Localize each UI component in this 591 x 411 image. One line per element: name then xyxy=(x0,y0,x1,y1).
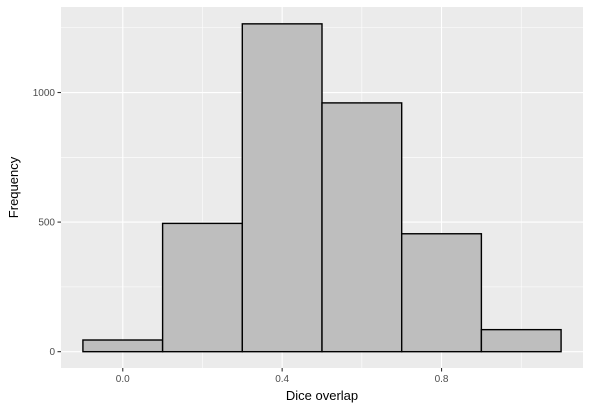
x-tick-label: 0.0 xyxy=(116,374,130,385)
x-tick-label: 0.8 xyxy=(435,374,449,385)
histogram-bar xyxy=(480,328,562,353)
y-axis-ticks: 0 500 1000 xyxy=(33,88,61,358)
histogram-bar xyxy=(241,23,323,353)
histogram-bar xyxy=(321,102,403,353)
bars xyxy=(82,23,562,353)
x-tick-label: 0.4 xyxy=(275,374,289,385)
histogram-bar xyxy=(400,233,483,353)
y-tick-label: 1000 xyxy=(33,88,56,99)
x-axis-ticks: 0.0 0.4 0.8 xyxy=(116,368,449,385)
y-axis-title: Frequency xyxy=(6,156,21,218)
y-tick-label: 500 xyxy=(38,218,55,229)
histogram-bar xyxy=(82,339,164,353)
histogram-bar xyxy=(161,222,244,353)
x-axis-title: Dice overlap xyxy=(286,388,358,403)
y-tick-label: 0 xyxy=(49,347,55,358)
